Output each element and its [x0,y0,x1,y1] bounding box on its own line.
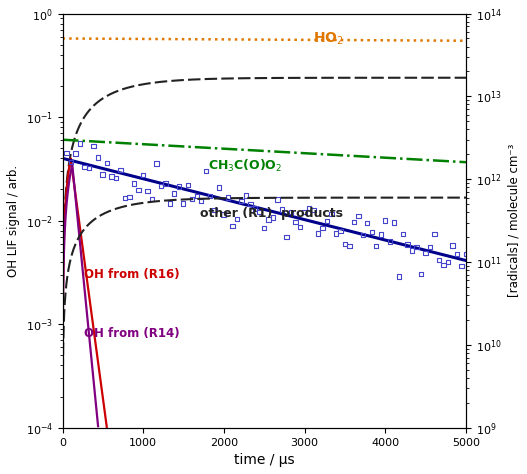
Point [386,238,394,246]
Point [206,192,214,200]
Point [305,204,313,211]
Point [448,242,457,249]
Point [269,214,277,221]
Point [444,258,452,266]
Point [265,216,273,223]
Point [233,216,241,223]
Point [143,187,152,195]
Point [165,200,174,207]
Point [363,219,372,227]
Point [242,191,250,199]
Point [192,192,201,200]
Point [381,217,389,225]
Y-axis label: OH LIF signal / arb.: OH LIF signal / arb. [7,164,20,277]
Point [431,230,439,238]
Point [390,219,398,227]
Point [80,163,89,171]
Point [76,140,84,147]
Point [282,234,291,241]
Point [260,224,268,232]
Point [296,223,304,231]
Point [161,180,170,187]
Point [372,242,380,250]
Point [197,197,206,205]
Point [462,250,470,258]
Point [71,150,80,157]
Point [340,240,349,247]
Point [112,174,120,182]
Point [228,222,237,230]
Point [157,182,165,190]
Point [67,158,75,166]
Point [395,273,403,280]
Point [210,206,219,214]
Point [188,195,197,202]
Point [183,182,192,189]
Text: OH from (R16): OH from (R16) [84,268,180,281]
Point [62,149,71,157]
Point [426,243,434,251]
Point [215,184,223,191]
Point [89,143,97,150]
Point [376,230,385,238]
Point [408,247,416,255]
Point [453,250,461,258]
Point [345,242,354,250]
Point [139,171,147,179]
Text: CH$_3$C(O)O$_2$: CH$_3$C(O)O$_2$ [208,158,282,174]
Point [130,180,138,187]
Point [435,256,443,264]
Point [237,197,246,205]
Y-axis label: [radicals] / molecule cm⁻³: [radicals] / molecule cm⁻³ [507,144,520,297]
Point [358,231,367,239]
Point [219,211,228,219]
Point [116,166,125,174]
Point [274,196,282,203]
Point [399,230,407,238]
Point [417,270,425,278]
Point [85,164,93,172]
Point [179,200,188,207]
Point [201,167,210,175]
Point [314,230,322,237]
Point [367,228,376,236]
Point [121,194,129,202]
Text: HO$_2$: HO$_2$ [313,30,344,46]
Point [103,159,111,166]
Point [170,190,179,197]
Point [134,186,143,194]
Text: other (R1)  products: other (R1) products [200,207,343,220]
Point [278,206,286,213]
Point [404,241,412,248]
Point [148,195,156,202]
Point [251,205,259,212]
Point [125,193,134,201]
Point [224,194,232,201]
Point [108,173,116,180]
Point [309,206,318,214]
Point [247,200,255,208]
Point [98,171,106,178]
Point [336,227,345,235]
Point [440,261,448,269]
Point [413,243,421,251]
Point [318,224,327,232]
Point [422,249,430,257]
Point [300,208,309,216]
Point [457,262,466,270]
Point [94,154,102,162]
Point [287,208,295,216]
Point [323,217,331,225]
Point [327,210,336,218]
Point [331,230,340,237]
Point [174,182,183,190]
Point [349,218,358,226]
Text: OH from (R14): OH from (R14) [84,327,180,340]
Point [152,160,161,167]
X-axis label: time / μs: time / μs [234,453,295,467]
Point [291,219,300,226]
Point [256,208,264,216]
Point [354,212,363,220]
